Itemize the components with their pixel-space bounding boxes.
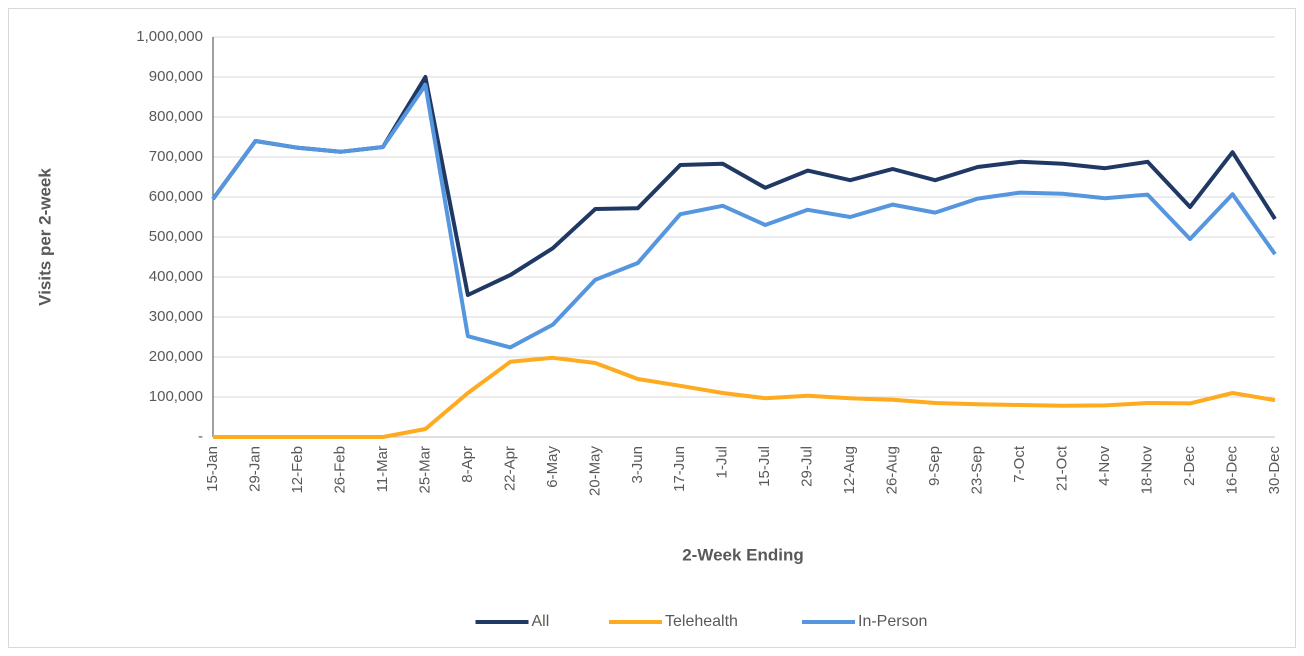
x-tick-label: 26-Aug [884,446,901,494]
y-tick-label: 100,000 [149,388,203,405]
x-tick-label: 9-Sep [926,446,943,486]
legend-label: All [532,613,550,630]
x-tick-label: 17-Jun [671,446,688,492]
y-tick-label: 500,000 [149,228,203,245]
y-tick-label: 1,000,000 [136,28,203,45]
x-tick-label: 6-May [544,446,561,488]
legend-label: Telehealth [665,613,738,630]
y-tick-label: 800,000 [149,108,203,125]
x-tick-label: 29-Jan [246,446,263,492]
legend-label: In-Person [858,613,927,630]
y-tick-label: 600,000 [149,188,203,205]
line-series [211,83,1277,350]
y-tick-label: 400,000 [149,268,203,285]
x-tick-label: 15-Jan [204,446,221,492]
x-tick-label: 18-Nov [1139,446,1156,495]
x-tick-label: 12-Feb [289,446,306,494]
y-tick-label: 300,000 [149,308,203,325]
x-tick-label: 26-Feb [331,446,348,494]
x-tick-label: 16-Dec [1223,446,1240,495]
y-tick-label: 200,000 [149,348,203,365]
x-tick-label: 8-Apr [459,446,476,483]
y-tick-label: 900,000 [149,68,203,85]
x-tick-label: 3-Jun [629,446,646,484]
x-tick-label: 2-Dec [1181,446,1198,487]
x-tick-label: 30-Dec [1266,446,1283,495]
x-tick-label: 29-Jul [799,446,816,487]
chart-border [8,8,1296,648]
x-tick-label: 12-Aug [841,446,858,494]
x-tick-label: 7-Oct [1011,445,1028,483]
x-tick-label: 15-Jul [756,446,773,487]
x-tick-label: 20-May [586,446,603,497]
x-tick-label: 25-Mar [416,446,433,494]
x-tick-label: 23-Sep [969,446,986,494]
y-tick-label: 700,000 [149,148,203,165]
line-series [213,355,1276,439]
x-tick-label: 21-Oct [1054,445,1071,491]
x-tick-label: 11-Mar [374,446,391,492]
x-tick-label: 1-Jul [714,446,731,479]
x-axis-title: 2-Week Ending [682,545,804,564]
y-axis-title: Visits per 2-week [35,168,54,306]
y-tick-label: - [198,428,203,445]
x-tick-label: 22-Apr [501,446,518,491]
x-tick-label: 4-Nov [1096,446,1113,487]
